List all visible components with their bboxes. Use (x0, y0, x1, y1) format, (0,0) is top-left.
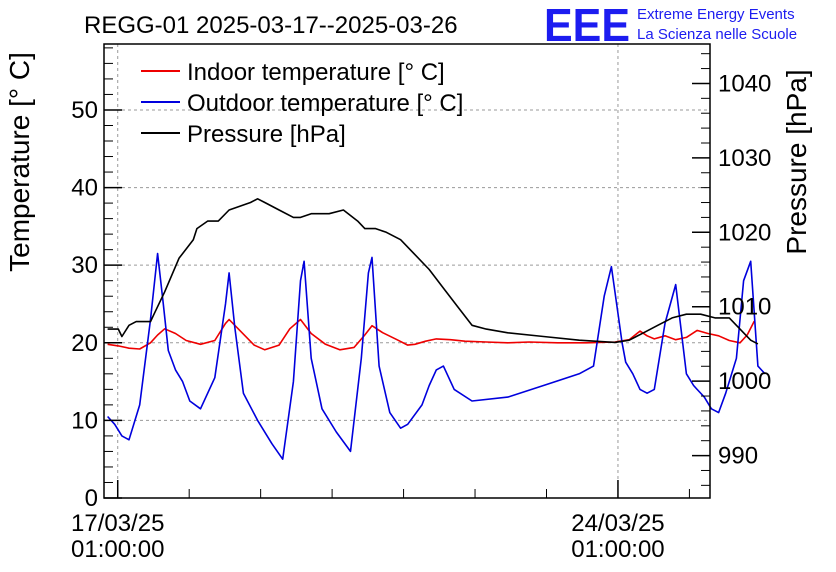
legend: Indoor temperature [° C] Outdoor tempera… (141, 59, 463, 148)
legend-label-indoor: Indoor temperature [° C] (187, 59, 445, 86)
y-right-tick-label: 1030 (718, 145, 771, 172)
y-right-tick-label: 990 (718, 443, 758, 470)
plot-area: 010203040509901000101010201030104017/03/… (71, 43, 771, 563)
y-right-tick-label: 1020 (718, 219, 771, 246)
series-line-outdoor (107, 252, 766, 461)
legend-label-outdoor: Outdoor temperature [° C] (187, 90, 463, 117)
plot-frame (103, 43, 711, 499)
legend-item-outdoor: Outdoor temperature [° C] (141, 90, 463, 117)
y-axis-left-label: Temperature [° C] (4, 52, 35, 272)
axes: 010203040509901000101010201030104017/03/… (71, 47, 771, 563)
y-left-tick-label: 0 (85, 485, 98, 512)
y-left-tick-label: 50 (71, 97, 98, 124)
legend-item-indoor: Indoor temperature [° C] (141, 59, 445, 86)
eee-logo-line2: La Scienza nelle Scuole (637, 26, 797, 43)
y-axis-right-label: Pressure [hPa] (781, 69, 812, 254)
legend-label-pressure: Pressure [hPa] (187, 121, 346, 148)
y-right-tick-label: 1000 (718, 368, 771, 395)
y-left-tick-label: 40 (71, 175, 98, 202)
y-left-tick-label: 10 (71, 407, 98, 434)
x-tick-label-date: 17/03/25 (71, 510, 164, 537)
eee-logo: EEE Extreme Energy Events La Scienza nel… (544, 0, 797, 51)
grid (104, 44, 710, 498)
y-left-tick-label: 20 (71, 330, 98, 357)
series-line-indoor (107, 318, 756, 351)
y-right-tick-label: 1010 (718, 294, 771, 321)
x-tick-label-time: 01:00:00 (571, 536, 664, 563)
x-tick-label-time: 01:00:00 (71, 536, 164, 563)
eee-logo-mark: EEE (544, 0, 630, 51)
chart-title: REGG-01 2025-03-17--2025-03-26 (84, 12, 458, 39)
series-layer (107, 198, 766, 461)
y-right-tick-label: 1040 (718, 70, 771, 97)
eee-logo-line1: Extreme Energy Events (637, 6, 795, 23)
y-left-tick-label: 30 (71, 252, 98, 279)
x-tick-label-date: 24/03/25 (571, 510, 664, 537)
series-line-pressure (107, 198, 759, 345)
legend-item-pressure: Pressure [hPa] (141, 121, 346, 148)
